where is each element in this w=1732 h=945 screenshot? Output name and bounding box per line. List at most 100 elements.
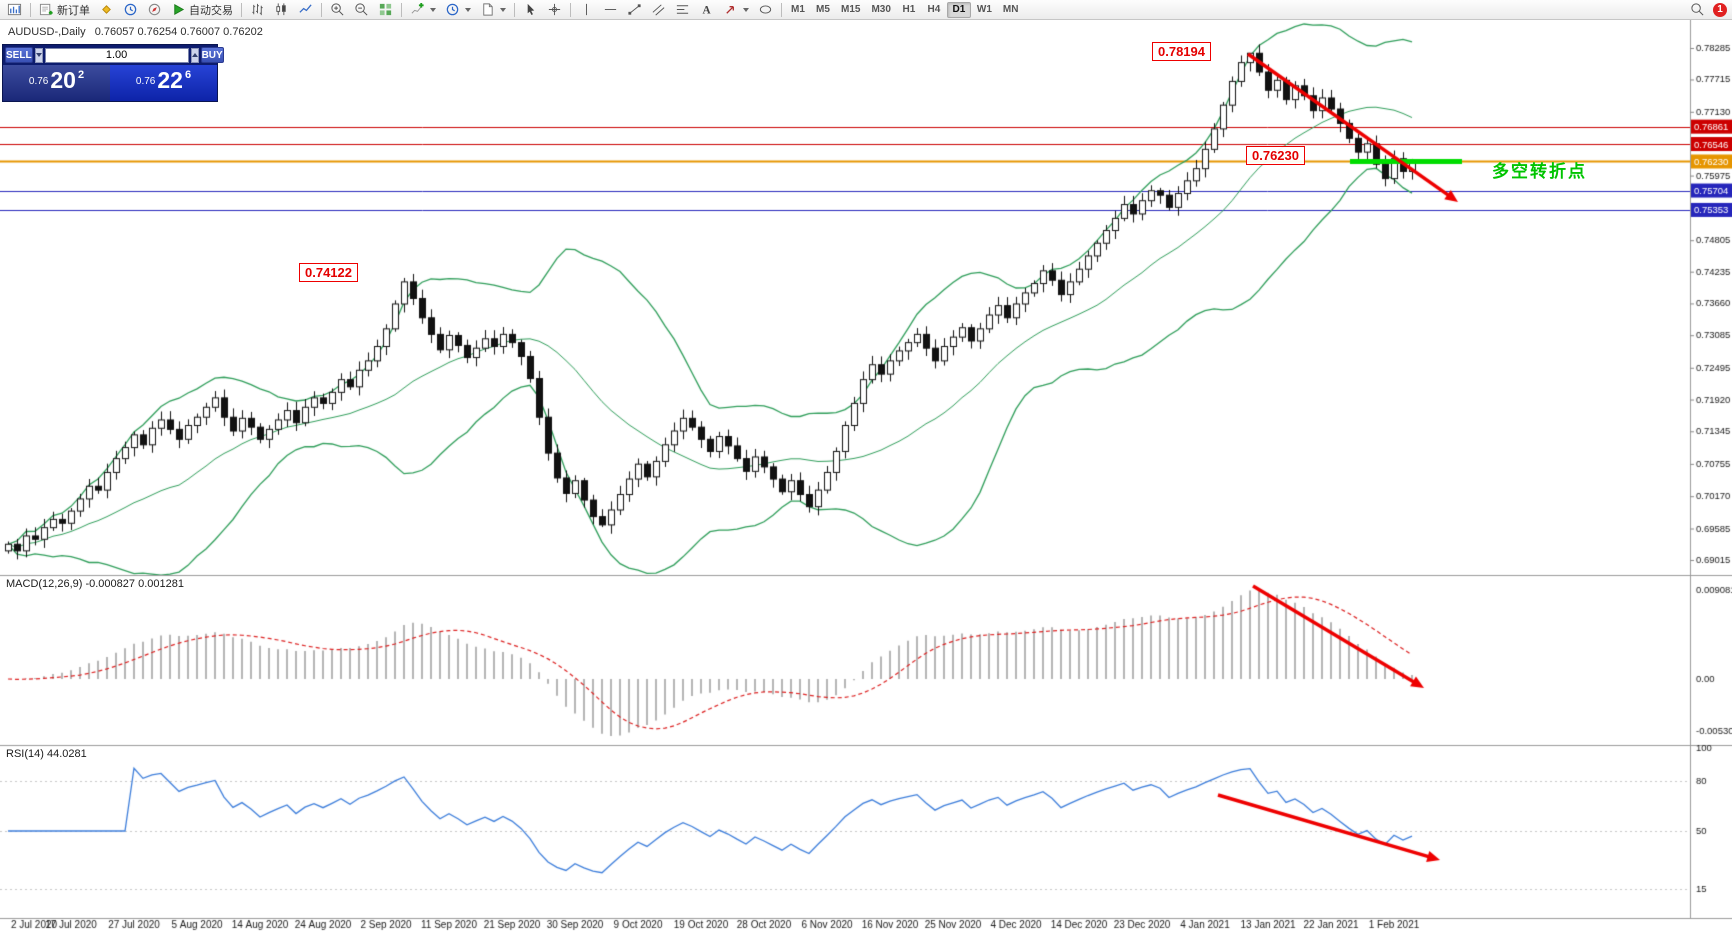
timeframe-m15-button[interactable]: M15 [836, 2, 865, 18]
macd-indicator-label: MACD(12,26,9) -0.000827 0.001281 [6, 578, 184, 590]
timeframe-h1-button[interactable]: H1 [897, 2, 921, 18]
navigator-button[interactable] [143, 1, 166, 19]
cursor-button[interactable] [519, 1, 542, 19]
buy-label-button[interactable]: BUY [200, 47, 224, 63]
periods-clock-icon [445, 2, 460, 17]
caret-up-icon [191, 53, 198, 57]
crosshair-button[interactable] [543, 1, 566, 19]
indicators-icon [410, 2, 425, 17]
volume-decrease-button[interactable] [34, 47, 43, 63]
dropdown-caret-icon [500, 7, 506, 12]
market-watch-button[interactable] [95, 1, 118, 19]
dropdown-caret-icon [743, 7, 749, 12]
channel-button[interactable] [647, 1, 670, 19]
toolbar: 新订单 自动交易 [0, 0, 1732, 20]
timeframe-d1-button[interactable]: D1 [946, 1, 971, 18]
timeframe-m1-button[interactable]: M1 [786, 2, 810, 18]
ohlc-bars-icon [250, 2, 265, 17]
chart-bars-button[interactable] [246, 1, 269, 19]
trendline-button[interactable] [623, 1, 646, 19]
symbol-period-label: AUDUSD-,Daily [8, 26, 86, 38]
template-file-icon [480, 2, 495, 17]
sell-price-pip: 2 [77, 69, 85, 81]
dropdown-caret-icon [465, 7, 471, 12]
arrow-tool-button[interactable] [719, 1, 753, 19]
svg-text:A: A [702, 4, 711, 16]
clock-icon [123, 2, 138, 17]
horizontal-line-icon [603, 2, 618, 17]
indicators-button[interactable] [406, 1, 440, 19]
timeframe-mn-button[interactable]: MN [998, 2, 1024, 18]
timeframe-m5-button[interactable]: M5 [811, 2, 835, 18]
vertical-line-icon [579, 2, 594, 17]
timeframe-w1-button[interactable]: W1 [972, 2, 997, 18]
zoom-in-button[interactable] [326, 1, 349, 19]
toolbar-separator [570, 2, 571, 17]
timeframe-h4-button[interactable]: H4 [922, 2, 946, 18]
price-annotation-jan-high[interactable]: 0.78194 [1152, 42, 1211, 61]
dropdown-caret-icon [430, 7, 436, 12]
zoom-in-icon [330, 2, 345, 17]
price-annotation-aug-high[interactable]: 0.74122 [299, 263, 358, 282]
chart-candles-button[interactable] [270, 1, 293, 19]
buy-price-prefix: 0.76 [135, 76, 156, 87]
toolbar-separator [30, 2, 31, 17]
sell-price-prefix: 0.76 [28, 76, 49, 87]
horizontal-line-button[interactable] [599, 1, 622, 19]
tile-windows-button[interactable] [374, 1, 397, 19]
templates-button[interactable] [476, 1, 510, 19]
crosshair-icon [547, 2, 562, 17]
new-order-icon [39, 2, 54, 17]
trendline-icon [627, 2, 642, 17]
auto-trading-button[interactable]: 自动交易 [167, 1, 237, 19]
terminal-button[interactable] [119, 1, 142, 19]
search-button[interactable] [1686, 1, 1709, 19]
turning-point-text[interactable]: 多空转折点 [1492, 162, 1587, 181]
sell-button[interactable]: 0.76 20 2 [3, 65, 110, 101]
cursor-icon [523, 2, 538, 17]
auto-trading-play-icon [171, 2, 186, 17]
one-click-trading-panel: SELL BUY 0.76 20 2 0.76 22 6 [2, 44, 224, 102]
tile-windows-icon [378, 2, 393, 17]
rsi-indicator-label: RSI(14) 44.0281 [6, 748, 87, 760]
sell-label-button[interactable]: SELL [5, 47, 33, 63]
fibonacci-button[interactable] [671, 1, 694, 19]
candlestick-icon [274, 2, 289, 17]
channel-icon [651, 2, 666, 17]
search-icon [1690, 2, 1705, 17]
vertical-line-button[interactable] [575, 1, 598, 19]
text-tool-icon: A [699, 2, 714, 17]
line-chart-icon [298, 2, 313, 17]
sell-price-big: 20 [50, 67, 76, 93]
buy-price-big: 22 [157, 67, 183, 93]
timeframe-m30-button[interactable]: M30 [866, 2, 895, 18]
price-annotation-support[interactable]: 0.76230 [1246, 146, 1305, 165]
ohlc-values: 0.76057 0.76254 0.76007 0.76202 [94, 26, 263, 38]
chart-window-icon [7, 2, 22, 17]
chart-line-button[interactable] [294, 1, 317, 19]
new-order-button[interactable]: 新订单 [35, 1, 94, 19]
volume-increase-button[interactable] [190, 47, 199, 63]
market-watch-icon [99, 2, 114, 17]
volume-input[interactable] [44, 47, 189, 63]
fibonacci-icon [675, 2, 690, 17]
toolbar-separator [401, 2, 402, 17]
text-tool-button[interactable]: A [695, 1, 718, 19]
shapes-button[interactable] [754, 1, 777, 19]
periods-button[interactable] [441, 1, 475, 19]
zoom-out-button[interactable] [350, 1, 373, 19]
arrow-tool-icon [723, 2, 738, 17]
price-chart-canvas[interactable] [0, 20, 1732, 945]
toolbar-separator [241, 2, 242, 17]
toolbar-separator [781, 2, 782, 17]
caret-down-icon [35, 53, 42, 57]
notifications-badge[interactable]: 1 [1713, 2, 1727, 17]
new-order-label: 新订单 [57, 4, 90, 17]
chart-title: AUDUSD-,Daily 0.76057 0.76254 0.76007 0.… [8, 26, 263, 38]
charts-window-button[interactable] [3, 1, 26, 19]
compass-icon [147, 2, 162, 17]
buy-button[interactable]: 0.76 22 6 [110, 65, 217, 101]
ellipse-shape-icon [758, 2, 773, 17]
toolbar-separator [514, 2, 515, 17]
